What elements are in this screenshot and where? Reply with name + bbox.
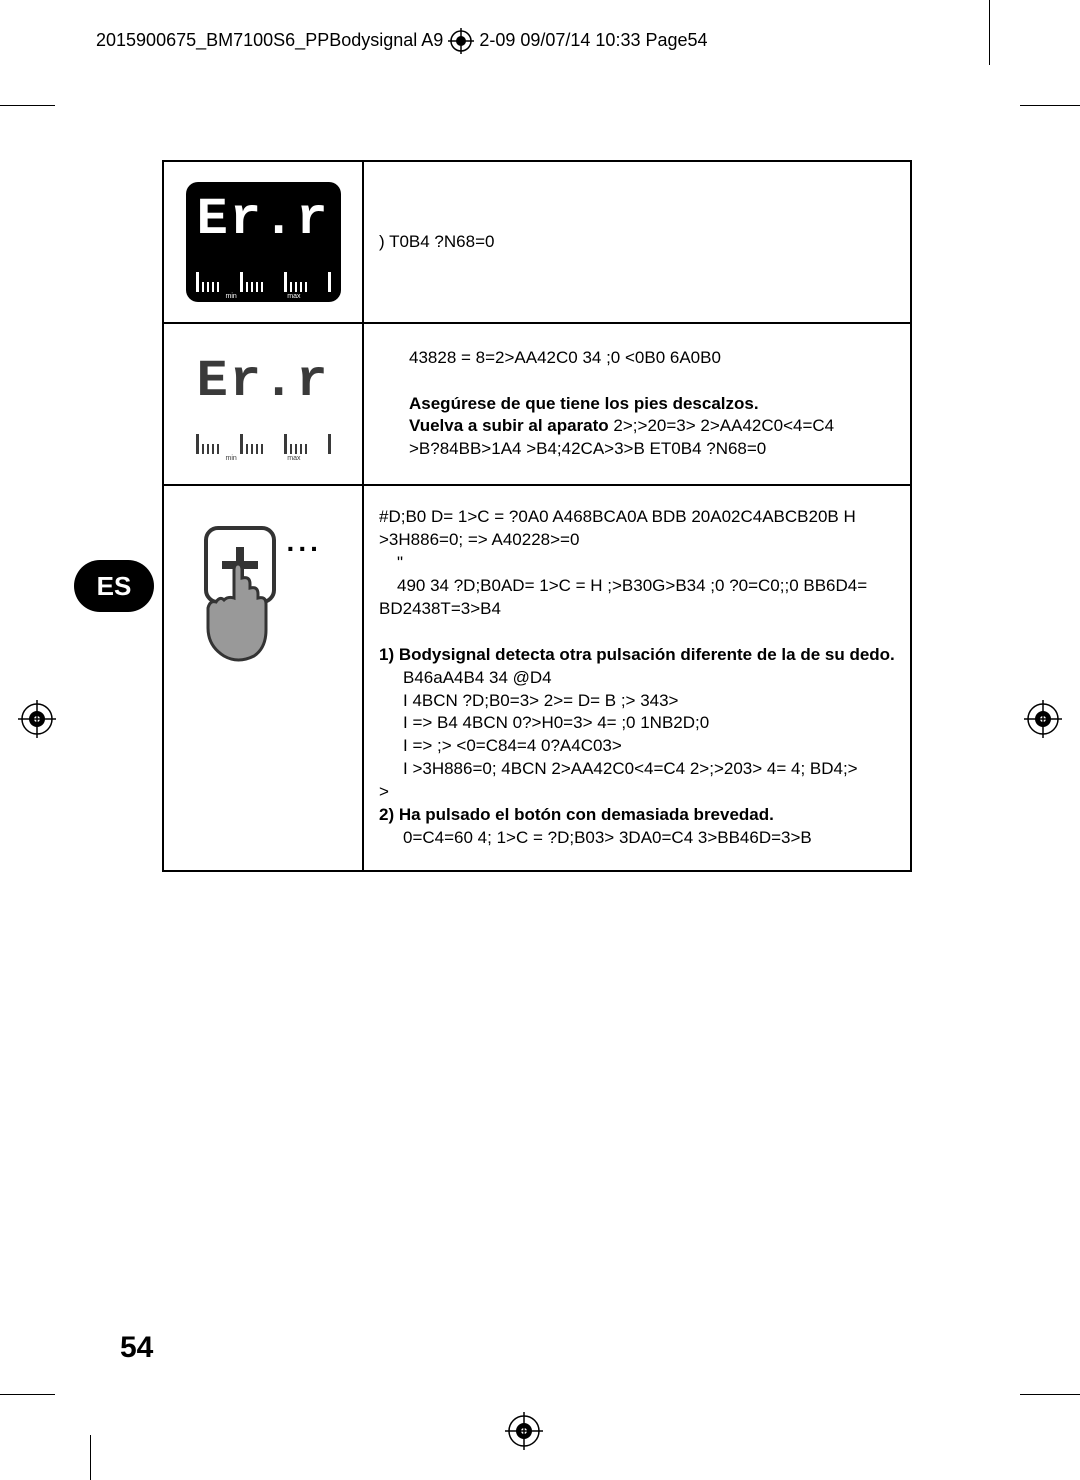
crop-mark [1020,1394,1080,1395]
pdf-header: 2015900675_BM7100S6_PPBodysignal A9 2-09… [96,28,708,54]
crop-mark [0,105,55,106]
lcd-scale-icon [196,434,331,454]
lcd-labels: min max [196,293,331,300]
crop-mark [0,1394,55,1395]
lcd-error-white-icon: Er.r min max [186,344,341,464]
table-row: ... #D;B0 D= 1>C = ?0A0 A468BCA0A BDB 20… [163,485,911,871]
language-badge: ES [74,560,154,612]
lcd-labels: min max [196,455,331,462]
registration-mark-icon [505,1412,543,1450]
crop-mark [1020,105,1080,106]
registration-mark-icon [448,28,474,54]
icon-cell: ... [163,485,363,871]
icon-cell: Er.r min max [163,323,363,485]
registration-mark-icon [18,700,56,738]
lcd-error-black-icon: Er.r min max [186,182,341,302]
header-suffix: 2-09 09/07/14 10:33 Page54 [479,30,707,50]
troubleshooting-table: Er.r min max ) T0B4 ?N68=0 Er.r [162,160,912,872]
crop-mark [90,1435,91,1480]
icon-cell: Er.r min max [163,161,363,323]
lcd-scale-icon [196,272,331,292]
hand-pointer-icon [198,556,288,666]
crop-mark [989,0,990,65]
ellipsis-icon: ... [287,526,322,557]
registration-mark-icon [1024,700,1062,738]
header-filename: 2015900675_BM7100S6_PPBodysignal A9 [96,30,443,50]
text-cell: ) T0B4 ?N68=0 [363,161,911,323]
table-row: Er.r min max 43828 = 8=2>AA42C0 34 ;0 <0… [163,323,911,485]
text-cell: 43828 = 8=2>AA42C0 34 ;0 <0B0 6A0B0 Aseg… [363,323,911,485]
table-row: Er.r min max ) T0B4 ?N68=0 [163,161,911,323]
text-cell: #D;B0 D= 1>C = ?0A0 A468BCA0A BDB 20A02C… [363,485,911,871]
page-number: 54 [120,1331,153,1365]
